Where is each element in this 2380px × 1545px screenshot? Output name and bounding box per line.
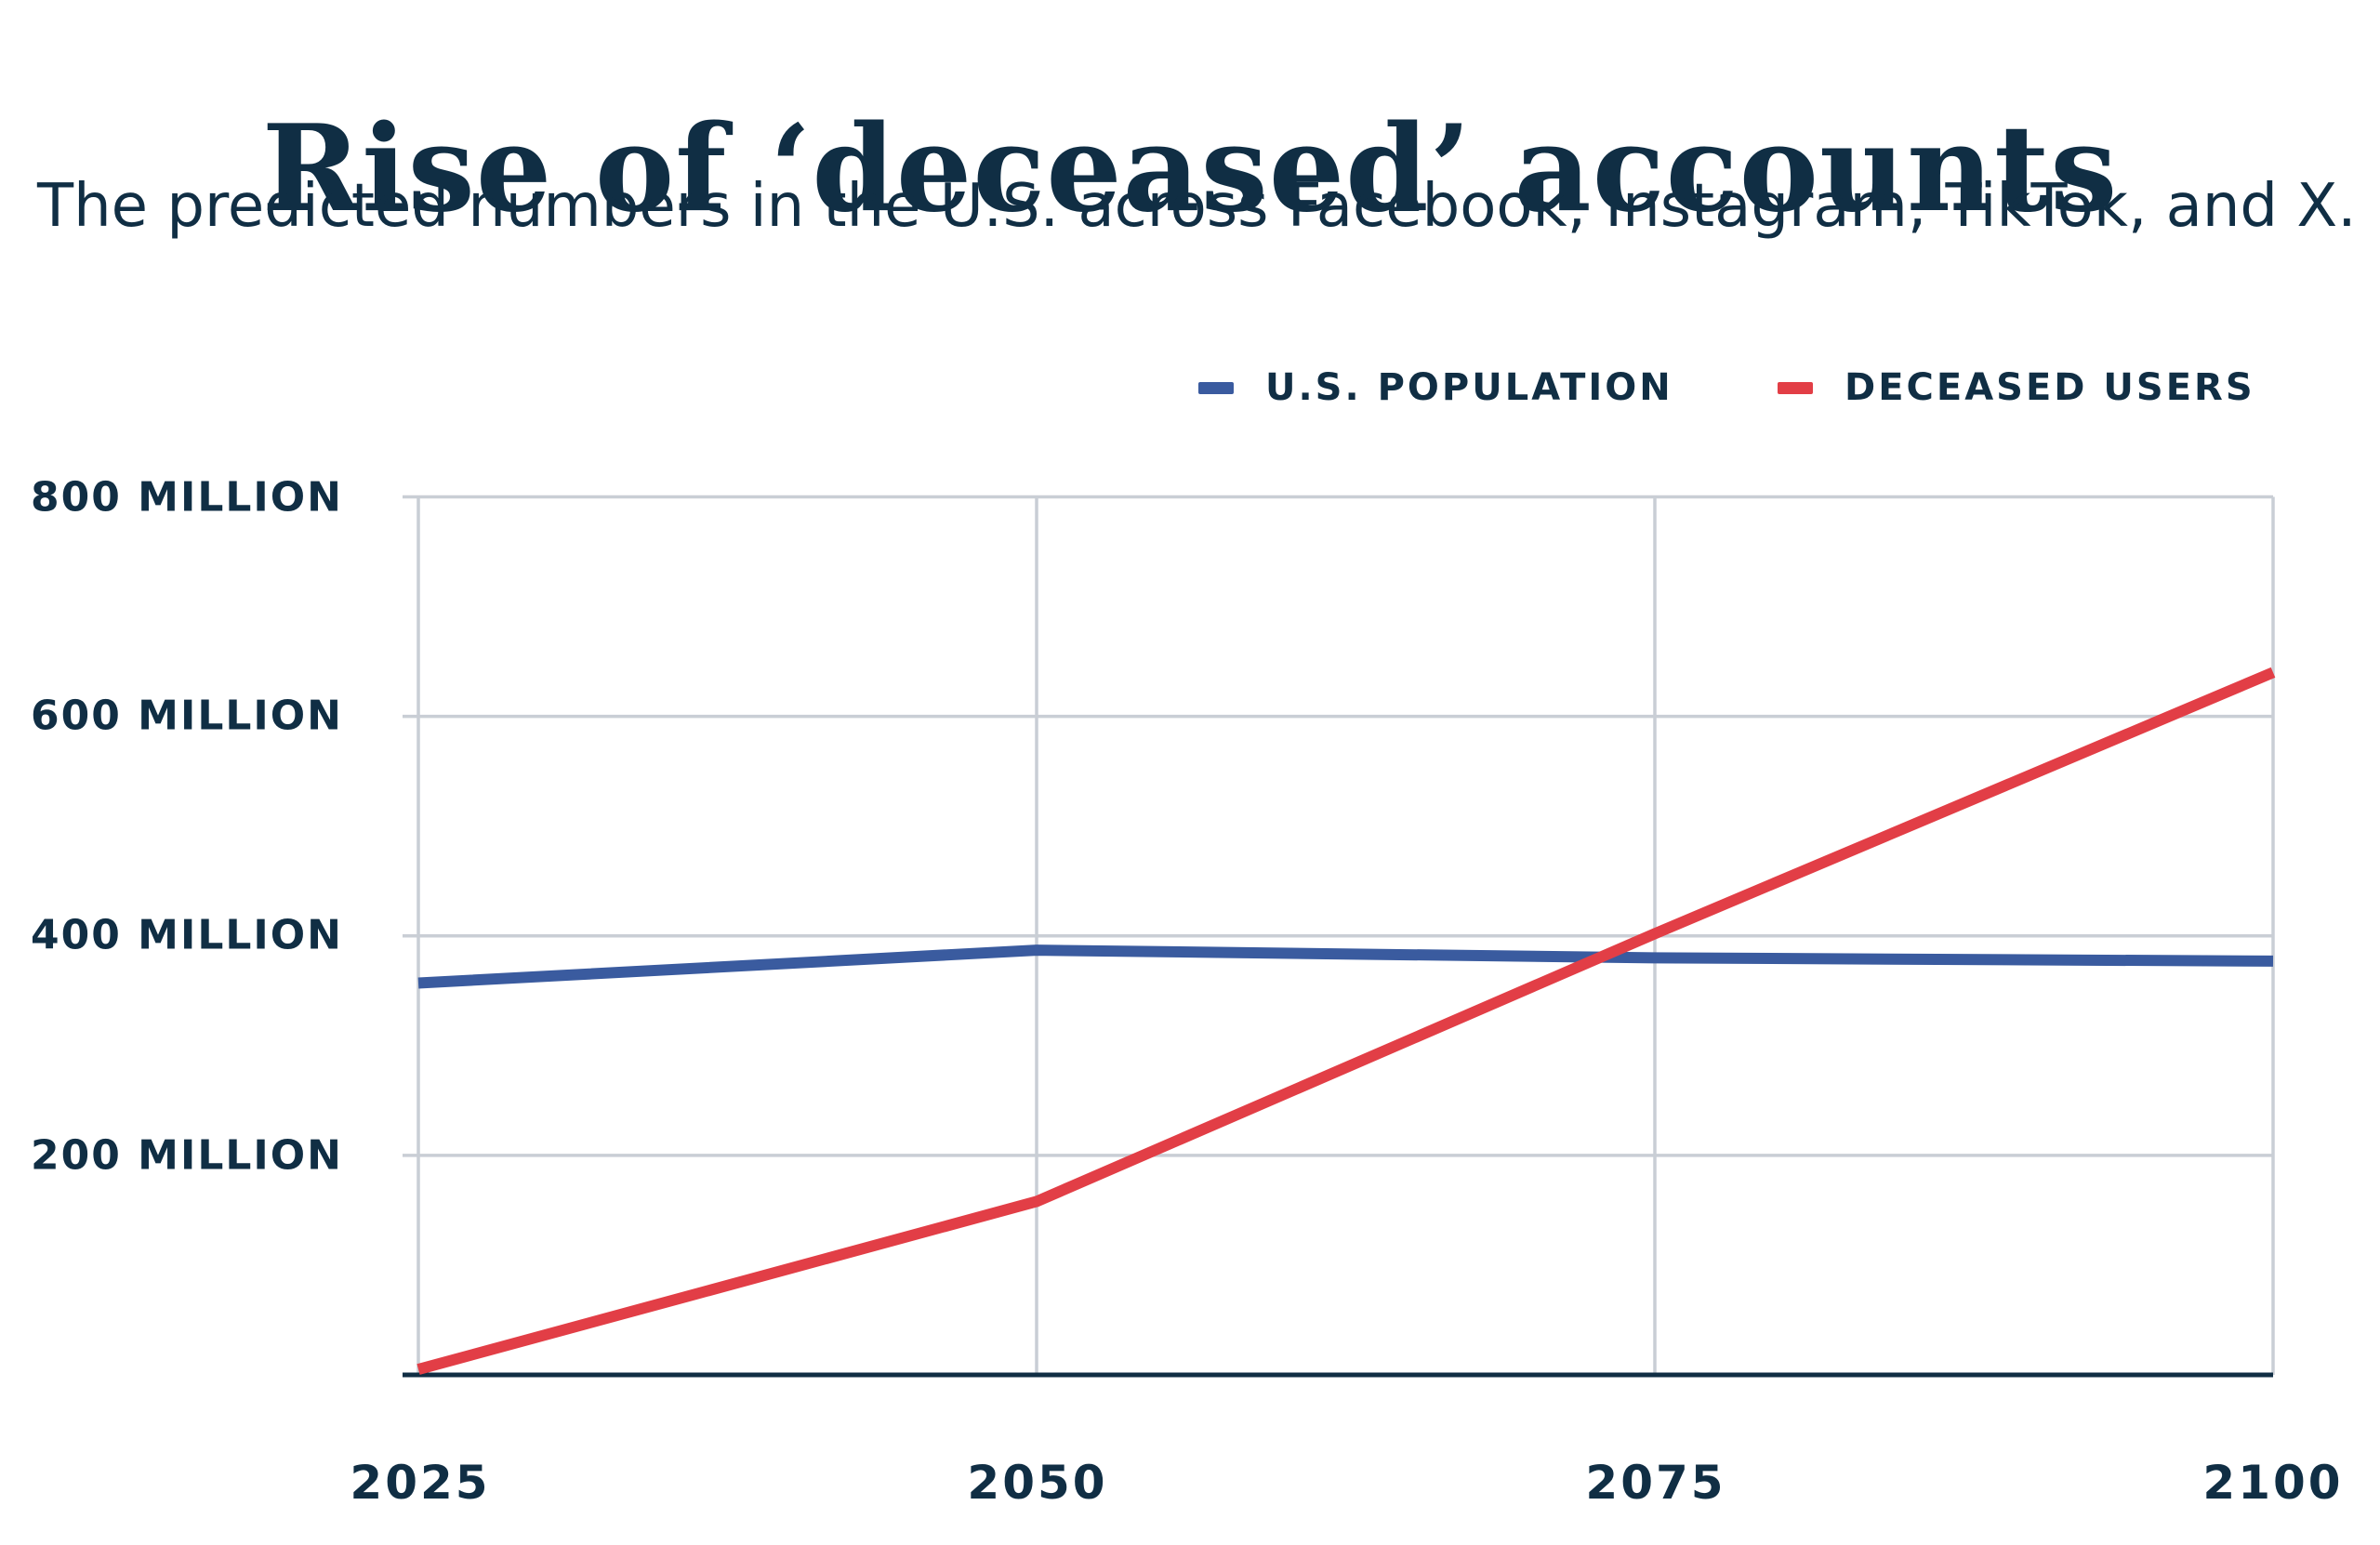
- deceased-users-legend-label: DECEASED USERS: [1844, 366, 2255, 409]
- x-axis-label-2075: 2075: [1585, 1456, 1726, 1510]
- us-population-legend-swatch: [1198, 381, 1234, 394]
- legend-item-deceased-users: DECEASED USERS: [1778, 367, 2255, 408]
- x-axis-label-2100: 2100: [2202, 1456, 2344, 1510]
- u-s-population-line: [417, 944, 2274, 989]
- chart-subtitle: The predicted numbers in the U.S. across…: [37, 172, 2357, 241]
- legend-item-us-population: U.S. POPULATION: [1198, 367, 1673, 408]
- x-axis-label-2025: 2025: [350, 1456, 491, 1510]
- chart-title: Rise of ‘deceased’ accounts: [261, 99, 2119, 239]
- y-axis-label-600-million: 600 MILLION: [31, 692, 343, 740]
- x-axis-label-2050: 2050: [967, 1456, 1108, 1510]
- y-axis-label-800-million: 800 MILLION: [31, 473, 343, 522]
- deceased-users-legend-swatch: [1778, 381, 1813, 394]
- us-population-legend-label: U.S. POPULATION: [1265, 366, 1673, 409]
- deceased-users-line: [416, 667, 2276, 1375]
- y-axis-label-400-million: 400 MILLION: [31, 911, 343, 959]
- y-axis-label-200-million: 200 MILLION: [31, 1131, 343, 1180]
